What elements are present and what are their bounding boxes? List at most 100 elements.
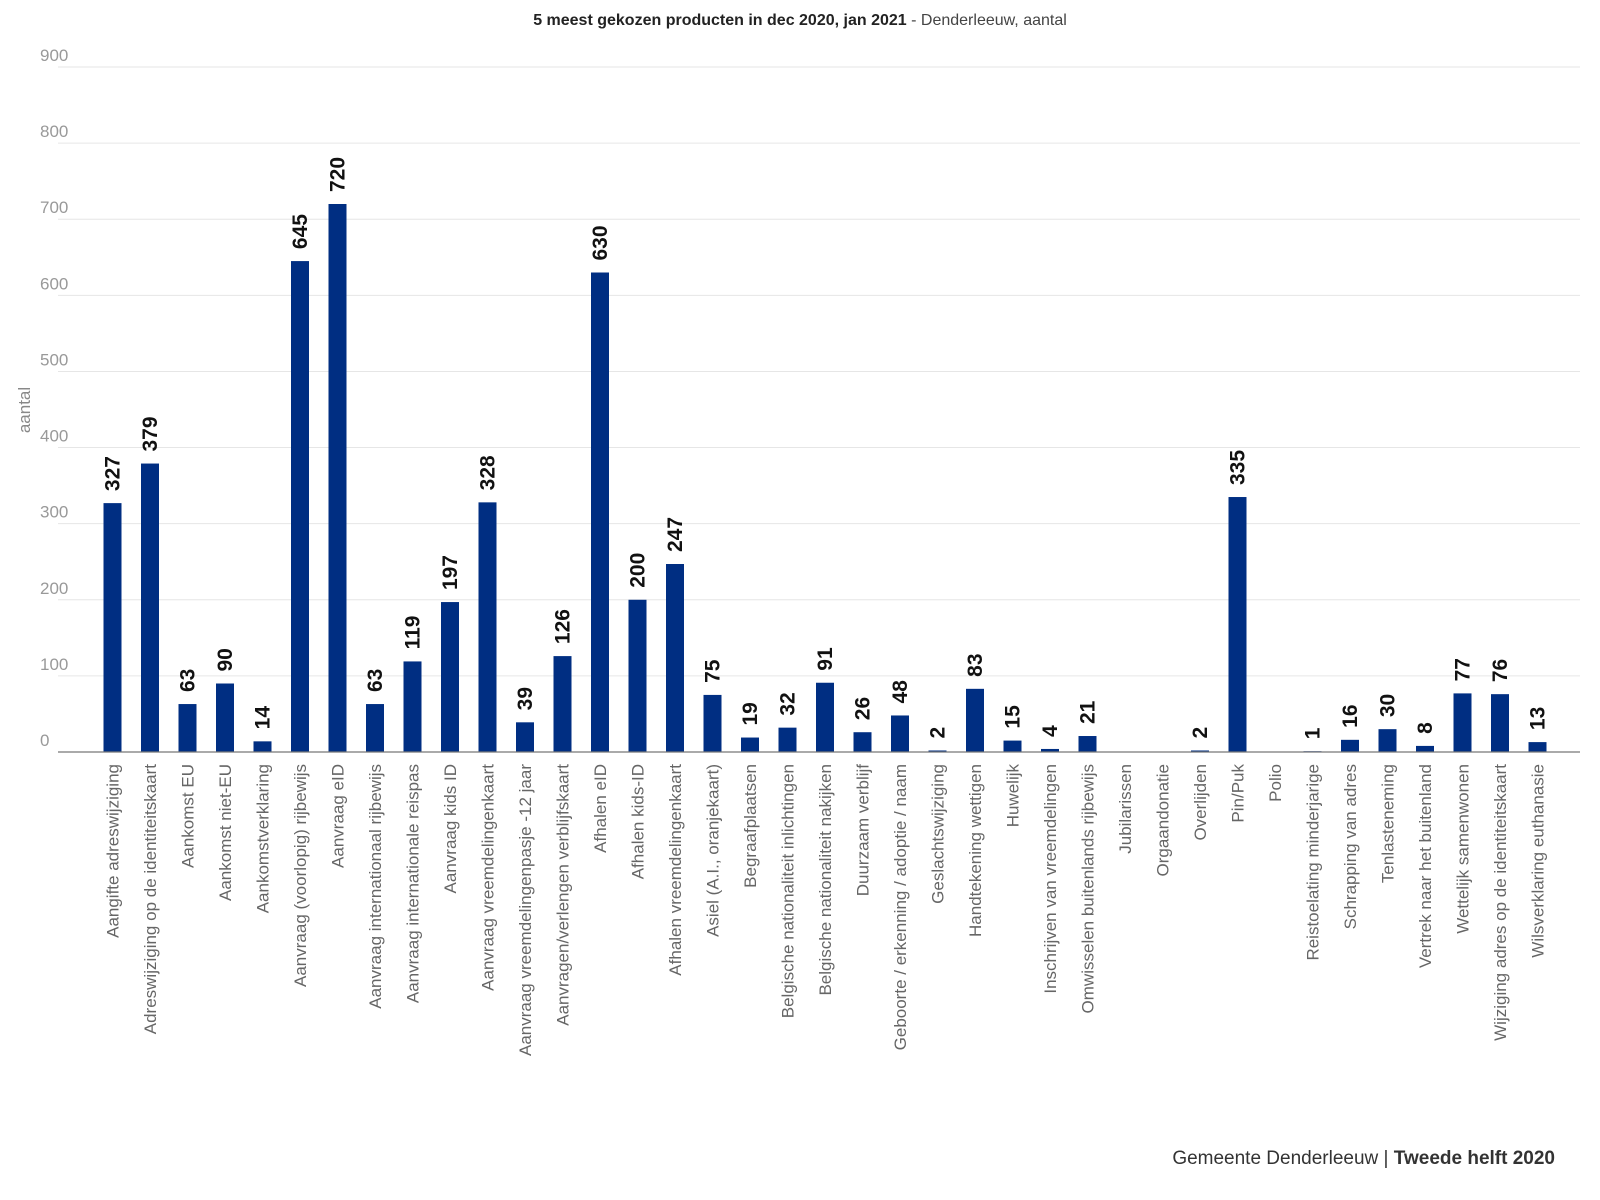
category-labels: Aangifte adreswijziging Adreswijziging op…	[104, 764, 1548, 1057]
bar	[1416, 745, 1434, 752]
category-label: Adreswijziging op de identiteitskaart	[141, 764, 160, 1035]
category-label: Schrapping van adres	[1341, 764, 1360, 929]
category-label: Geboorte / erkenning / adoptie / naam	[891, 764, 910, 1050]
footer: Gemeente Denderleeuw | Tweede helft 2020	[1172, 1148, 1555, 1170]
value-label: 200	[627, 553, 650, 588]
bar	[1191, 750, 1209, 752]
bar	[478, 502, 497, 752]
gridlines	[58, 66, 1580, 677]
chart-title: 5 meest gekozen producten in dec 2020, j…	[0, 12, 1600, 30]
bar	[778, 727, 797, 752]
category-label: Afhalen kids-ID	[629, 764, 648, 879]
category-label: Tenlasteneming	[1379, 764, 1398, 883]
category-label: Wilsverklaring euthanasie	[1529, 764, 1548, 958]
category-label: Polio	[1266, 764, 1285, 802]
value-label: 76	[1489, 659, 1512, 682]
value-label: 645	[289, 214, 312, 249]
value-label: 77	[1452, 658, 1475, 681]
bar	[1528, 742, 1547, 752]
bar	[1228, 497, 1247, 752]
category-label: Aanvraag vreemdelingenkaart	[479, 764, 498, 991]
value-label: 720	[327, 157, 350, 192]
bars	[103, 204, 1547, 753]
value-label: 1	[1302, 727, 1325, 739]
bar	[1078, 736, 1097, 752]
bar	[103, 503, 122, 752]
bar	[1491, 694, 1509, 752]
value-label: 48	[889, 680, 912, 704]
value-label: 126	[552, 609, 575, 644]
y-tick-label: 100	[40, 655, 68, 674]
value-label: 379	[139, 416, 162, 451]
bar	[441, 602, 459, 752]
value-label: 83	[964, 653, 987, 676]
bar	[328, 204, 347, 752]
value-label: 16	[1339, 704, 1362, 727]
category-label: Orgaandonatie	[1154, 764, 1173, 876]
category-label: Afhalen eID	[591, 764, 610, 853]
bar	[666, 564, 684, 752]
category-label: Aangifte adreswijziging	[104, 764, 123, 938]
bar	[591, 272, 609, 752]
value-label: 119	[402, 616, 425, 650]
chart-subtitle: Denderleeuw, aantal	[920, 12, 1067, 29]
category-label: Pin/Puk	[1229, 764, 1248, 823]
y-tick-label: 400	[40, 427, 68, 446]
value-labels: 3273796390146457206311919732839126630200…	[102, 157, 1550, 739]
bar	[1003, 740, 1022, 752]
bar	[1041, 748, 1059, 752]
category-label: Aanvraag (voorlopig) rijbewijs	[291, 764, 310, 987]
value-label: 30	[1377, 694, 1400, 717]
y-tick-label: 600	[40, 274, 68, 293]
category-label: Jubilarissen	[1116, 764, 1135, 854]
bar	[516, 722, 534, 752]
category-label: Duurzaam verblijf	[854, 764, 873, 897]
value-label: 13	[1527, 707, 1550, 730]
chart-title-sep: -	[911, 12, 921, 29]
category-label: Inschrijven van vreemdelingen	[1041, 764, 1060, 994]
bar	[628, 599, 647, 752]
value-label: 247	[664, 517, 687, 552]
value-label: 15	[1002, 705, 1025, 729]
y-axis-ticks: 0 100 200 300 400 500 600 700 800 900	[40, 46, 68, 750]
category-label: Vertrek naar het buitenland	[1416, 764, 1435, 968]
category-label: Belgische nationaliteit nakijken	[816, 764, 835, 996]
category-label: Asiel (A.I., oranjekaart)	[704, 764, 723, 937]
category-label: Afhalen vreemdelingenkaart	[666, 764, 685, 976]
value-label: 14	[252, 706, 275, 730]
y-axis-title: aantal	[15, 387, 34, 433]
value-label: 630	[589, 225, 612, 260]
category-label: Aanvraag eID	[329, 764, 348, 868]
bar	[553, 656, 572, 752]
value-label: 2	[927, 727, 950, 739]
bar	[403, 661, 422, 752]
category-label: Begraafplaatsen	[741, 764, 760, 888]
category-label: Handtekening wettigen	[966, 764, 985, 937]
category-label: Aankomstverklaring	[254, 764, 273, 913]
bar	[928, 750, 947, 752]
bar	[966, 688, 984, 752]
category-label: Aanvraag kids ID	[441, 764, 460, 893]
value-label: 63	[177, 669, 200, 692]
value-label: 2	[1189, 727, 1212, 739]
category-label: Omwisselen buitenlands rijbewijs	[1079, 764, 1098, 1013]
y-tick-label: 700	[40, 198, 68, 217]
value-label: 26	[852, 697, 875, 720]
y-tick-label: 500	[40, 350, 68, 369]
category-label: Reistoelating minderjarige	[1304, 764, 1323, 961]
value-label: 32	[777, 692, 800, 715]
y-tick-label: 300	[40, 503, 68, 522]
bar	[216, 683, 234, 752]
value-label: 197	[439, 555, 462, 590]
value-label: 90	[214, 648, 237, 671]
value-label: 21	[1077, 700, 1100, 724]
bar	[253, 741, 272, 752]
value-label: 75	[702, 659, 725, 683]
bar	[291, 261, 309, 752]
value-label: 4	[1039, 725, 1062, 737]
footer-separator: |	[1378, 1148, 1394, 1169]
bar	[853, 732, 872, 752]
y-tick-label: 0	[40, 731, 49, 750]
bar	[141, 463, 159, 752]
